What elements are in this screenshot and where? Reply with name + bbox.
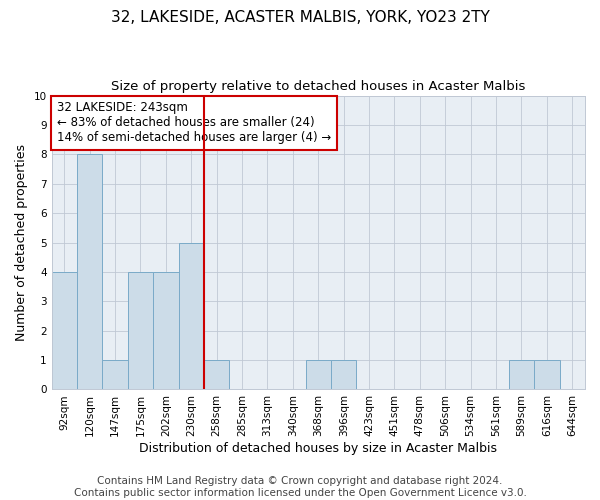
Title: Size of property relative to detached houses in Acaster Malbis: Size of property relative to detached ho…: [111, 80, 526, 93]
Bar: [128, 272, 153, 390]
Bar: [77, 154, 103, 390]
Text: 32, LAKESIDE, ACASTER MALBIS, YORK, YO23 2TY: 32, LAKESIDE, ACASTER MALBIS, YORK, YO23…: [110, 10, 490, 25]
Bar: [204, 360, 229, 390]
Bar: [52, 272, 77, 390]
Y-axis label: Number of detached properties: Number of detached properties: [15, 144, 28, 341]
Bar: [103, 360, 128, 390]
Bar: [153, 272, 179, 390]
Bar: [305, 360, 331, 390]
X-axis label: Distribution of detached houses by size in Acaster Malbis: Distribution of detached houses by size …: [139, 442, 497, 455]
Text: 32 LAKESIDE: 243sqm
← 83% of detached houses are smaller (24)
14% of semi-detach: 32 LAKESIDE: 243sqm ← 83% of detached ho…: [57, 102, 331, 144]
Bar: [331, 360, 356, 390]
Text: Contains HM Land Registry data © Crown copyright and database right 2024.
Contai: Contains HM Land Registry data © Crown c…: [74, 476, 526, 498]
Bar: [534, 360, 560, 390]
Bar: [509, 360, 534, 390]
Bar: [179, 242, 204, 390]
